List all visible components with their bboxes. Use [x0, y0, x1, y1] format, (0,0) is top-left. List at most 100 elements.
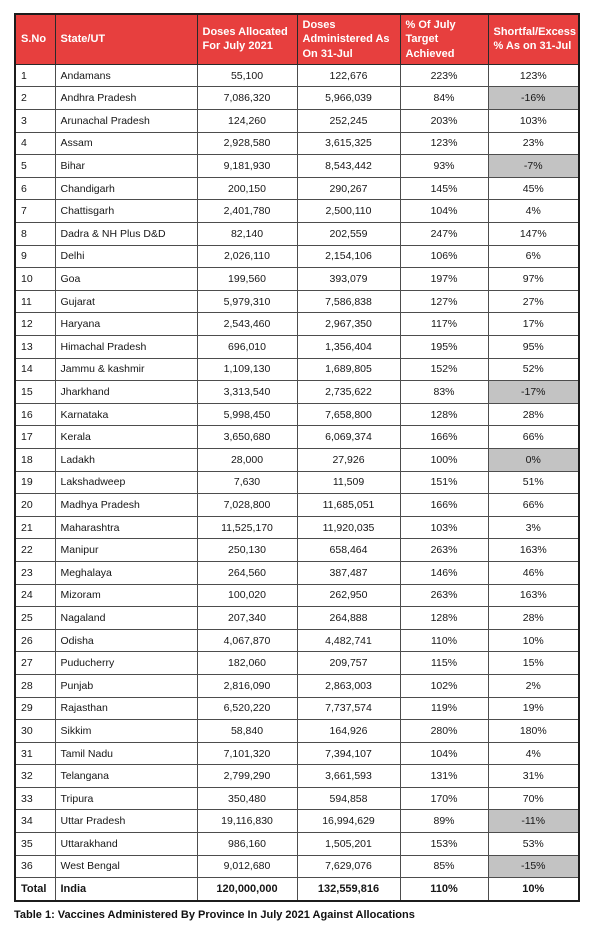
table-row: 24 Mizoram 100,020 262,950 263% 163% — [14, 583, 580, 608]
cell-target-achieved: 117% — [399, 312, 489, 337]
cell-target-achieved: 152% — [399, 357, 489, 382]
table-row: 28 Punjab 2,816,090 2,863,003 102% 2% — [14, 673, 580, 698]
cell-shortfall-excess: 27% — [487, 289, 580, 314]
table-row: 13 Himachal Pradesh 696,010 1,356,404 195% 95… — [14, 335, 580, 359]
cell-doses-administered: 262,950 — [296, 583, 401, 608]
table-row: 11 Gujarat 5,979,310 7,586,838 127% 27% — [14, 289, 580, 314]
cell-doses-administered: 7,586,838 — [296, 289, 401, 314]
cell-target-achieved: 247% — [399, 222, 489, 246]
table-row: 16 Karnataka 5,998,450 7,658,800 128% 28% — [14, 402, 580, 427]
table-row: 32 Telangana 2,799,290 3,661,593 131% 31% — [14, 764, 580, 788]
cell-doses-allocated: 2,543,460 — [196, 312, 298, 337]
cell-sno: 34 — [14, 809, 56, 834]
cell-target-achieved: 263% — [399, 583, 489, 608]
cell-sno: 6 — [14, 176, 56, 201]
cell-state: Rajasthan — [54, 696, 198, 721]
cell-doses-administered: 27,926 — [296, 447, 401, 472]
cell-shortfall-excess: 66% — [487, 493, 580, 517]
cell-doses-administered: 393,079 — [296, 267, 401, 291]
cell-doses-allocated: 2,026,110 — [196, 244, 298, 269]
cell-state: Maharashtra — [54, 515, 198, 540]
cell-sno: 35 — [14, 832, 56, 856]
cell-doses-allocated: 55,100 — [196, 63, 298, 88]
cell-doses-administered: 1,689,805 — [296, 357, 401, 382]
cell-target-achieved: 102% — [399, 673, 489, 698]
cell-shortfall-excess: -16% — [487, 86, 580, 111]
cell-sno: 30 — [14, 719, 56, 743]
cell-doses-administered: 6,069,374 — [296, 425, 401, 449]
cell-doses-administered: 594,858 — [296, 786, 401, 811]
column-header-2: Doses Allocated For July 2021 — [196, 13, 298, 65]
table-row: 21 Maharashtra 11,525,170 11,920,035 103% 3% — [14, 515, 580, 540]
cell-doses-allocated: 1,109,130 — [196, 357, 298, 382]
cell-doses-administered: 209,757 — [296, 651, 401, 675]
cell-doses-administered: 264,888 — [296, 606, 401, 630]
table-row: 29 Rajasthan 6,520,220 7,737,574 119% 19% — [14, 696, 580, 721]
cell-sno: 11 — [14, 289, 56, 314]
column-header-4: % Of July Target Achieved — [399, 13, 489, 65]
cell-doses-allocated: 6,520,220 — [196, 696, 298, 721]
cell-doses-allocated: 4,067,870 — [196, 628, 298, 653]
cell-target-achieved: 115% — [399, 651, 489, 675]
table-row: 7 Chattisgarh 2,401,780 2,500,110 104% 4% — [14, 199, 580, 224]
cell-state: Nagaland — [54, 606, 198, 630]
cell-state: Jharkhand — [54, 380, 198, 404]
cell-target-achieved: 119% — [399, 696, 489, 721]
total-row: Total India 120,000,000 132,559,816 110% 10% — [14, 877, 580, 902]
cell-sno: 23 — [14, 560, 56, 585]
cell-sno: 32 — [14, 764, 56, 788]
cell-sno: 10 — [14, 267, 56, 291]
table-caption: Table 1: Vaccines Administered By Provin… — [14, 908, 415, 921]
cell-sno: 26 — [14, 628, 56, 653]
table-row: 34 Uttar Pradesh 19,116,830 16,994,629 89% -1… — [14, 809, 580, 834]
cell-doses-administered: 1,356,404 — [296, 335, 401, 359]
cell-shortfall-excess: 10% — [487, 877, 580, 902]
table-row: 22 Manipur 250,130 658,464 263% 163% — [14, 538, 580, 562]
cell-doses-allocated: 199,560 — [196, 267, 298, 291]
cell-sno: 3 — [14, 109, 56, 133]
cell-state: Andhra Pradesh — [54, 86, 198, 111]
cell-target-achieved: 203% — [399, 109, 489, 133]
cell-sno: 17 — [14, 425, 56, 449]
cell-shortfall-excess: 4% — [487, 741, 580, 766]
cell-state: Tamil Nadu — [54, 741, 198, 766]
cell-state: Gujarat — [54, 289, 198, 314]
cell-shortfall-excess: -15% — [487, 854, 580, 879]
cell-sno: 12 — [14, 312, 56, 337]
cell-target-achieved: 110% — [399, 628, 489, 653]
cell-state: Bihar — [54, 154, 198, 178]
cell-target-achieved: 223% — [399, 63, 489, 88]
cell-state: Himachal Pradesh — [54, 335, 198, 359]
cell-state: Odisha — [54, 628, 198, 653]
table-row: 6 Chandigarh 200,150 290,267 145% 45% — [14, 176, 580, 201]
cell-shortfall-excess: 28% — [487, 402, 580, 427]
cell-sno: 22 — [14, 538, 56, 562]
cell-doses-allocated: 7,086,320 — [196, 86, 298, 111]
cell-sno: 2 — [14, 86, 56, 111]
cell-doses-allocated: 124,260 — [196, 109, 298, 133]
cell-sno: 29 — [14, 696, 56, 721]
cell-state: India — [54, 877, 198, 902]
table-row: 31 Tamil Nadu 7,101,320 7,394,107 104% 4% — [14, 741, 580, 766]
cell-doses-allocated: 19,116,830 — [196, 809, 298, 834]
cell-state: Dadra & NH Plus D&D — [54, 222, 198, 246]
cell-doses-allocated: 2,401,780 — [196, 199, 298, 224]
table-row: 17 Kerala 3,650,680 6,069,374 166% 66% — [14, 425, 580, 449]
cell-sno: 27 — [14, 651, 56, 675]
table-row: 19 Lakshadweep 7,630 11,509 151% 51% — [14, 470, 580, 495]
cell-doses-administered: 7,629,076 — [296, 854, 401, 879]
cell-sno: 33 — [14, 786, 56, 811]
cell-target-achieved: 146% — [399, 560, 489, 585]
table-row: 36 West Bengal 9,012,680 7,629,076 85% -15% — [14, 854, 580, 879]
cell-doses-administered: 132,559,816 — [296, 877, 401, 902]
cell-doses-administered: 387,487 — [296, 560, 401, 585]
cell-shortfall-excess: 19% — [487, 696, 580, 721]
cell-shortfall-excess: -17% — [487, 380, 580, 404]
column-header-1: State/UT — [54, 13, 198, 65]
cell-state: Sikkim — [54, 719, 198, 743]
cell-target-achieved: 106% — [399, 244, 489, 269]
cell-doses-allocated: 696,010 — [196, 335, 298, 359]
cell-sno: 5 — [14, 154, 56, 178]
cell-sno: 19 — [14, 470, 56, 495]
